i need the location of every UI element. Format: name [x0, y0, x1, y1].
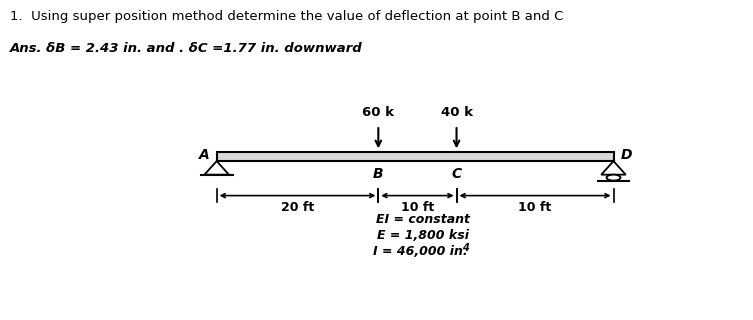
- Text: 10 ft: 10 ft: [518, 201, 552, 214]
- Polygon shape: [601, 161, 626, 175]
- Text: E = 1,800 ksi: E = 1,800 ksi: [377, 229, 469, 242]
- Text: EI = constant: EI = constant: [376, 213, 471, 226]
- Text: B: B: [373, 167, 383, 181]
- Text: 4: 4: [462, 243, 469, 253]
- Polygon shape: [217, 152, 614, 161]
- Text: A: A: [199, 148, 209, 163]
- Text: C: C: [452, 167, 462, 181]
- Polygon shape: [204, 161, 229, 175]
- Text: 10 ft: 10 ft: [401, 201, 434, 214]
- Text: 20 ft: 20 ft: [281, 201, 314, 214]
- Text: 60 k: 60 k: [362, 106, 395, 119]
- Circle shape: [606, 175, 620, 180]
- Text: 1.  Using super position method determine the value of deflection at point B and: 1. Using super position method determine…: [10, 10, 563, 23]
- Text: Ans. δB = 2.43 in. and . δC =1.77 in. downward: Ans. δB = 2.43 in. and . δC =1.77 in. do…: [10, 42, 362, 55]
- Text: I = 46,000 in.: I = 46,000 in.: [373, 245, 468, 258]
- Text: D: D: [620, 148, 632, 163]
- Text: 40 k: 40 k: [441, 106, 473, 119]
